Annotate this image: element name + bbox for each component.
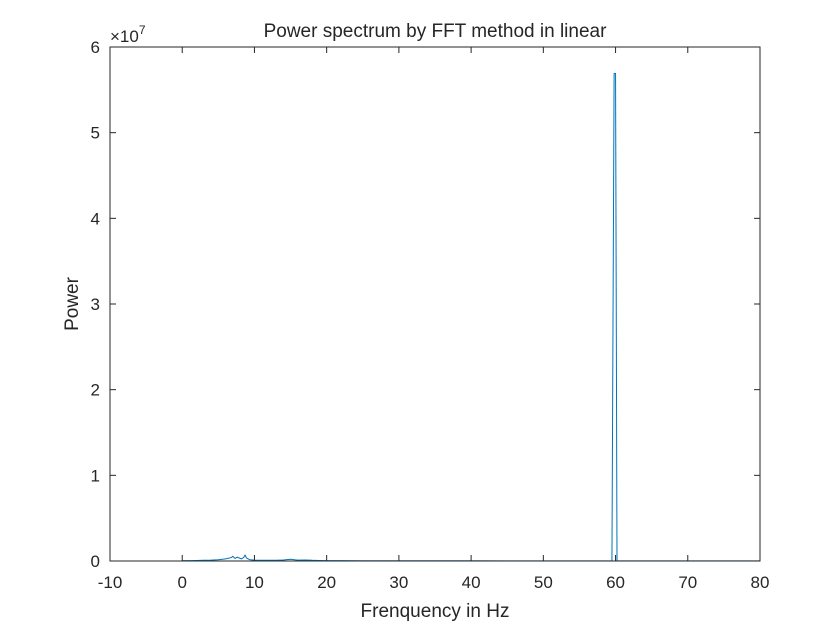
y-axis-title: Power (62, 276, 83, 331)
series-line-0 (182, 73, 760, 562)
x-tick-label: 40 (462, 573, 481, 592)
y-axis-ticks: 0 1 2 3 4 5 6 (91, 38, 760, 571)
y-tick-label: 6 (91, 38, 100, 57)
y-tick-label: 0 (91, 552, 100, 571)
y-tick-label: 2 (91, 381, 100, 400)
x-tick-label: 20 (317, 573, 336, 592)
y-tick-label: 3 (91, 295, 100, 314)
x-tick-label: 60 (606, 573, 625, 592)
x-axis-title: Frenquency in Hz (361, 601, 510, 622)
x-tick-label: 30 (389, 573, 408, 592)
x-tick-label: 80 (751, 573, 770, 592)
y-axis-multiplier: ×107 (110, 23, 146, 46)
y-multiplier-base: ×10 (110, 27, 139, 46)
plot-area (110, 47, 760, 561)
chart-title: Power spectrum by FFT method in linear (264, 21, 608, 42)
y-multiplier-exponent: 7 (139, 23, 146, 37)
x-axis-ticks: -10 0 10 20 30 40 50 60 70 80 (98, 47, 770, 592)
x-tick-label: -10 (98, 573, 123, 592)
y-tick-label: 5 (91, 124, 100, 143)
y-tick-label: 4 (91, 209, 100, 228)
y-tick-label: 1 (91, 466, 100, 485)
series-layer (182, 73, 760, 562)
x-tick-label: 0 (177, 573, 186, 592)
x-tick-label: 10 (245, 573, 264, 592)
x-tick-label: 70 (678, 573, 697, 592)
x-tick-label: 50 (534, 573, 553, 592)
